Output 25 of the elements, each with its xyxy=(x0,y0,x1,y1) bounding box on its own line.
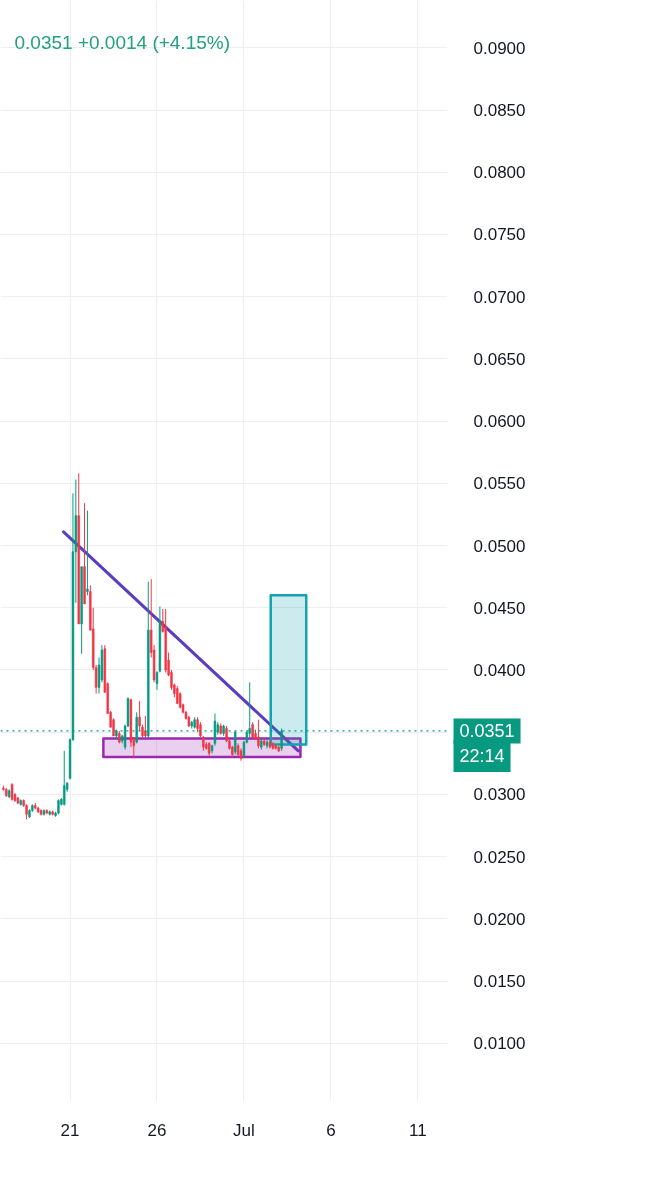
y-tick-label: 0.0750 xyxy=(473,225,526,245)
y-tick-label: 0.0850 xyxy=(473,101,526,120)
x-tick-label: Jul xyxy=(233,1120,255,1140)
text: 22:14 xyxy=(459,745,505,766)
x-tick-label: 6 xyxy=(326,1120,336,1140)
y-tick-label: 0.0800 xyxy=(473,163,526,183)
y-tick-label: 0.0250 xyxy=(473,847,526,867)
ref-line-label: 0.0351 xyxy=(459,721,515,742)
y-tick-label: 0.0450 xyxy=(473,598,526,618)
y-tick-label: 0.0300 xyxy=(473,785,526,805)
y-tick-label: 0.0550 xyxy=(473,474,526,494)
y-tick-label: 0.0400 xyxy=(473,660,526,680)
x-tick-label: 26 xyxy=(147,1120,167,1140)
y-tick-label: 0.0900 xyxy=(473,38,526,58)
y-tick-label: 0.0650 xyxy=(473,349,526,369)
y-tick-label: 0.0600 xyxy=(473,412,526,432)
candlestick xyxy=(86,510,89,596)
x-tick-label: 21 xyxy=(60,1120,80,1140)
x-tick-label: 11 xyxy=(408,1120,427,1140)
y-tick-label: 0.0500 xyxy=(473,536,526,556)
y-tick-label: 0.0200 xyxy=(473,909,526,929)
y-tick-label: 0.0700 xyxy=(473,287,526,307)
y-tick-label: 0.0150 xyxy=(473,972,526,992)
y-tick-label: 0.0100 xyxy=(473,1034,526,1054)
text: 0.0351 +0.0014 (+4.15%) xyxy=(14,32,231,53)
